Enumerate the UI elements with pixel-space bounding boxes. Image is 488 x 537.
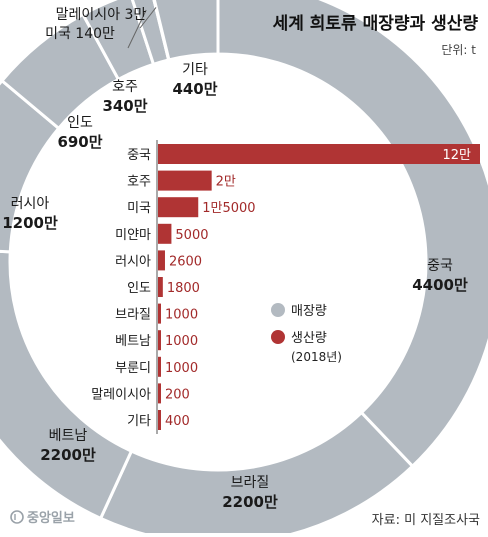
production-value-6: 1800 [167, 281, 200, 296]
reserves-pointer-line [127, 9, 147, 49]
legend-reserves-label: 매장량 [291, 304, 327, 319]
production-category-3: 미국 [127, 201, 151, 216]
production-bar-10 [158, 383, 161, 404]
reserves-label-8: 말레이시아 3만 [56, 7, 147, 23]
production-value-10: 200 [165, 387, 190, 402]
production-bar-7 [158, 303, 161, 324]
production-category-9: 부룬디 [115, 361, 151, 376]
unit-label: 단위: t [441, 43, 476, 57]
reserves-label-4: 러시아 1200만 [2, 196, 58, 232]
production-bar-3 [158, 197, 199, 218]
logo-icon [10, 510, 24, 524]
production-category-1: 중국 [127, 148, 151, 163]
reserves-slice-2 [98, 410, 415, 537]
logo-text: 중앙일보 [27, 510, 75, 526]
production-bar-6 [158, 277, 163, 297]
production-value-3: 1만5000 [202, 201, 255, 216]
legend-reserves-swatch [271, 303, 285, 317]
production-category-6: 인도 [127, 281, 151, 296]
production-value-9: 1000 [165, 361, 198, 376]
reserves-slice-3 [0, 249, 134, 521]
production-bar-5 [158, 250, 165, 271]
production-category-7: 브라질 [115, 308, 151, 323]
production-bar-8 [158, 330, 161, 351]
production-value-1: 12만 [442, 148, 471, 163]
reserves-slice-9 [152, 0, 220, 62]
reserves-label-3: 베트남 2200만 [40, 428, 96, 464]
production-value-2: 2만 [216, 175, 236, 190]
production-category-5: 러시아 [115, 254, 151, 269]
reserves-label-5: 인도 690만 [57, 115, 102, 151]
production-category-11: 기타 [127, 414, 151, 429]
production-value-4: 5000 [175, 228, 208, 243]
reserves-label-1: 중국 4400만 [412, 258, 468, 294]
publisher-logo: 중앙일보 [10, 510, 75, 526]
production-value-7: 1000 [165, 308, 198, 323]
production-category-4: 미얀마 [115, 228, 151, 243]
production-value-5: 2600 [169, 254, 202, 269]
chart-title: 세계 희토류 매장량과 생산량 [273, 14, 479, 34]
production-category-8: 베트남 [115, 334, 151, 349]
legend-production-note: (2018년) [291, 350, 342, 364]
production-bar-9 [158, 356, 161, 377]
reserves-slice-1 [216, 0, 488, 469]
production-bar-4 [158, 223, 172, 244]
reserves-pointer-line [139, 7, 157, 29]
reserves-label-9: 기타 440만 [172, 62, 217, 98]
reserves-label-6: 호주 340만 [102, 79, 147, 115]
reserves-label-7: 미국 140만 [45, 26, 115, 42]
source-text: 자료: 미 지질조사국 [372, 513, 480, 528]
production-bar-1 [158, 144, 480, 164]
legend-production-swatch [271, 330, 285, 344]
production-value-8: 1000 [165, 334, 198, 349]
production-bar-2 [158, 170, 212, 191]
production-bar-11 [158, 410, 161, 430]
reserves-label-2: 브라질 2200만 [222, 475, 278, 511]
production-category-2: 호주 [127, 175, 151, 190]
production-value-11: 400 [165, 414, 190, 429]
legend: 매장량 생산량 (2018년) [271, 303, 342, 364]
production-category-10: 말레이시아 [91, 387, 151, 402]
legend-production-label: 생산량 [291, 331, 327, 346]
